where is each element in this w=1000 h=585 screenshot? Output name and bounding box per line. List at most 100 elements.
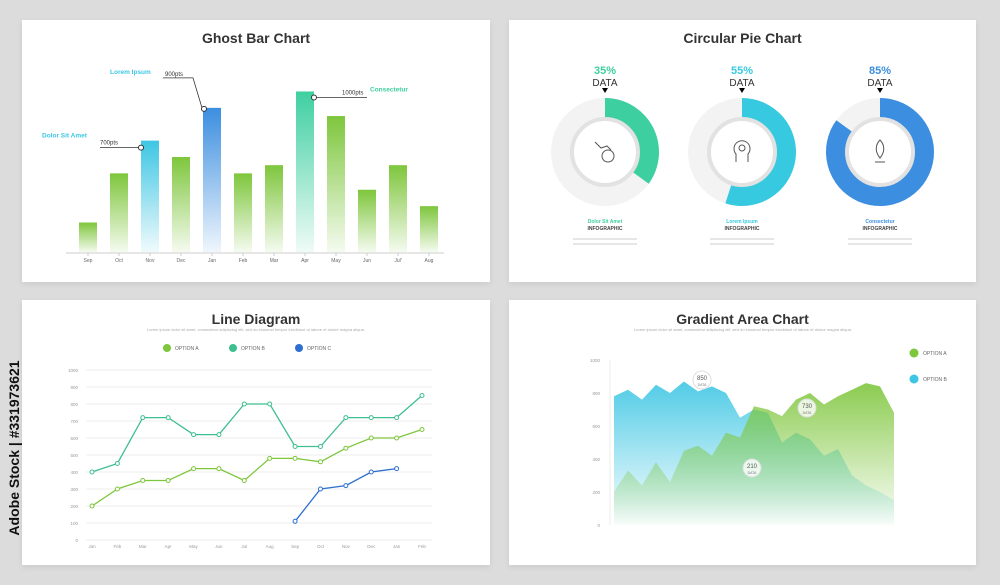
data-point bbox=[216, 432, 222, 438]
annotation-value: 1000pts bbox=[342, 90, 363, 96]
x-tick-label: Oct bbox=[115, 258, 123, 264]
area-chart-svg: 02004006008001000850DATA730DATA210DATAOP… bbox=[590, 348, 948, 528]
y-tick-label: 600 bbox=[592, 424, 600, 429]
data-point bbox=[191, 466, 197, 472]
annotation-value: 730 bbox=[802, 404, 813, 410]
slice-percent: 35% bbox=[593, 65, 617, 77]
series-line-0 bbox=[91, 428, 423, 507]
legend-dot bbox=[295, 344, 303, 352]
y-tick-label: 300 bbox=[70, 487, 78, 492]
stock-watermark-id: Adobe Stock | #331973621 bbox=[4, 330, 24, 580]
data-point bbox=[89, 469, 95, 475]
y-tick-label: 800 bbox=[592, 391, 600, 396]
data-point bbox=[394, 435, 400, 441]
y-tick-label: 500 bbox=[70, 453, 78, 458]
series-line-1 bbox=[91, 395, 423, 473]
y-tick-label: 400 bbox=[592, 457, 600, 462]
data-point bbox=[394, 466, 400, 472]
legend-dot bbox=[909, 348, 919, 358]
y-tick-label: 100 bbox=[70, 521, 78, 526]
x-tick-label: Feb bbox=[239, 258, 248, 264]
slice-percent: 85% bbox=[868, 65, 892, 77]
legend-label: OPTION B bbox=[241, 346, 266, 352]
data-point bbox=[292, 518, 298, 524]
data-point bbox=[317, 486, 323, 492]
chart-title: Circular Pie Chart bbox=[683, 30, 802, 46]
x-tick-label: Oct bbox=[317, 544, 325, 549]
annotation-marker bbox=[138, 144, 144, 151]
annotation-marker bbox=[201, 105, 207, 112]
legend-dot bbox=[229, 344, 237, 352]
money-hand-icon bbox=[594, 141, 615, 163]
data-point bbox=[419, 393, 425, 398]
chart-title: Ghost Bar Chart bbox=[201, 30, 311, 46]
slice-label: DATA bbox=[867, 78, 893, 89]
data-point bbox=[114, 486, 120, 492]
legend-label: OPTION B bbox=[923, 377, 948, 383]
rocket-icon bbox=[875, 139, 885, 163]
x-tick-label: Mar bbox=[139, 544, 147, 549]
ghost-bar-chart-panel: Ghost Bar Chart Sep Oct Nov Dec Jan Feb Mar Apr… bbox=[22, 20, 490, 282]
data-point bbox=[419, 427, 425, 432]
slice-name: Dolor Sit Amet bbox=[587, 219, 623, 225]
x-tick-label: Mar bbox=[270, 258, 279, 264]
bar-mar bbox=[265, 165, 283, 252]
x-tick-label: Jun bbox=[215, 544, 223, 549]
legend-label: OPTION A bbox=[923, 351, 947, 357]
bar-sep bbox=[79, 222, 97, 252]
annotation-label: Dolor Sit Amet bbox=[42, 133, 88, 140]
slice-name: Consectetur bbox=[865, 219, 895, 225]
bar-jul bbox=[389, 165, 407, 252]
slice-sub: INFOGRAPHIC bbox=[724, 226, 760, 232]
bar-feb bbox=[234, 173, 252, 252]
y-tick-label: 1000 bbox=[590, 358, 601, 363]
slice-sub: INFOGRAPHIC bbox=[587, 226, 623, 232]
annotation-label: DATA bbox=[748, 471, 757, 475]
legend-label: OPTION A bbox=[175, 346, 199, 352]
x-tick-label: Jan bbox=[208, 258, 216, 264]
data-point bbox=[191, 432, 197, 438]
data-point bbox=[267, 455, 273, 461]
donut-slice bbox=[725, 98, 796, 206]
data-point bbox=[394, 415, 400, 421]
y-tick-label: 200 bbox=[70, 504, 78, 509]
head-detail bbox=[738, 144, 746, 152]
data-point bbox=[343, 483, 349, 489]
x-tick-label: Aug bbox=[425, 258, 434, 264]
bar-jun bbox=[358, 189, 376, 252]
x-tick-label: Apr bbox=[165, 544, 173, 549]
y-tick-label: 400 bbox=[70, 470, 78, 475]
data-point bbox=[317, 459, 323, 465]
x-tick-label: Nov bbox=[146, 258, 155, 264]
data-point bbox=[368, 415, 374, 421]
rocket-body bbox=[875, 139, 885, 159]
stock-watermark-text: Adobe Stock | #331973621 bbox=[6, 360, 22, 536]
donut-slice bbox=[826, 98, 934, 206]
x-tick-label: Dec bbox=[367, 544, 376, 549]
bar-aug bbox=[420, 206, 438, 252]
data-point bbox=[216, 466, 222, 472]
hand-shape bbox=[594, 141, 612, 151]
bar-apr bbox=[296, 91, 314, 252]
donut-slice bbox=[605, 98, 659, 184]
bar-dec bbox=[172, 156, 190, 252]
x-tick-label: Jun bbox=[363, 258, 371, 264]
annotation-value: 210 bbox=[747, 464, 758, 470]
legend-dot bbox=[163, 344, 171, 352]
annotation-value: 700pts bbox=[100, 141, 118, 147]
pointer-arrow bbox=[602, 88, 608, 93]
legend-dot bbox=[909, 374, 919, 384]
slice-name: Lorem Ipsum bbox=[726, 219, 758, 225]
chart-subtitle: Lorem ipsum dolor sit amet, consectetur … bbox=[147, 327, 365, 332]
bar-chart-svg: Sep Oct Nov Dec Jan Feb Mar Apr May Jun Jul' Aug Dol… bbox=[42, 69, 444, 264]
data-point bbox=[140, 415, 146, 421]
head-shape bbox=[733, 140, 751, 162]
data-point bbox=[89, 503, 95, 509]
chart-title: Line Diagram bbox=[211, 311, 301, 327]
annotation-value: 850 bbox=[697, 376, 708, 382]
data-point bbox=[343, 415, 349, 421]
annotation-label: DATA bbox=[803, 411, 812, 415]
donut-center bbox=[707, 117, 777, 187]
chart-title: Gradient Area Chart bbox=[676, 311, 809, 327]
y-tick-label: 800 bbox=[70, 402, 78, 407]
